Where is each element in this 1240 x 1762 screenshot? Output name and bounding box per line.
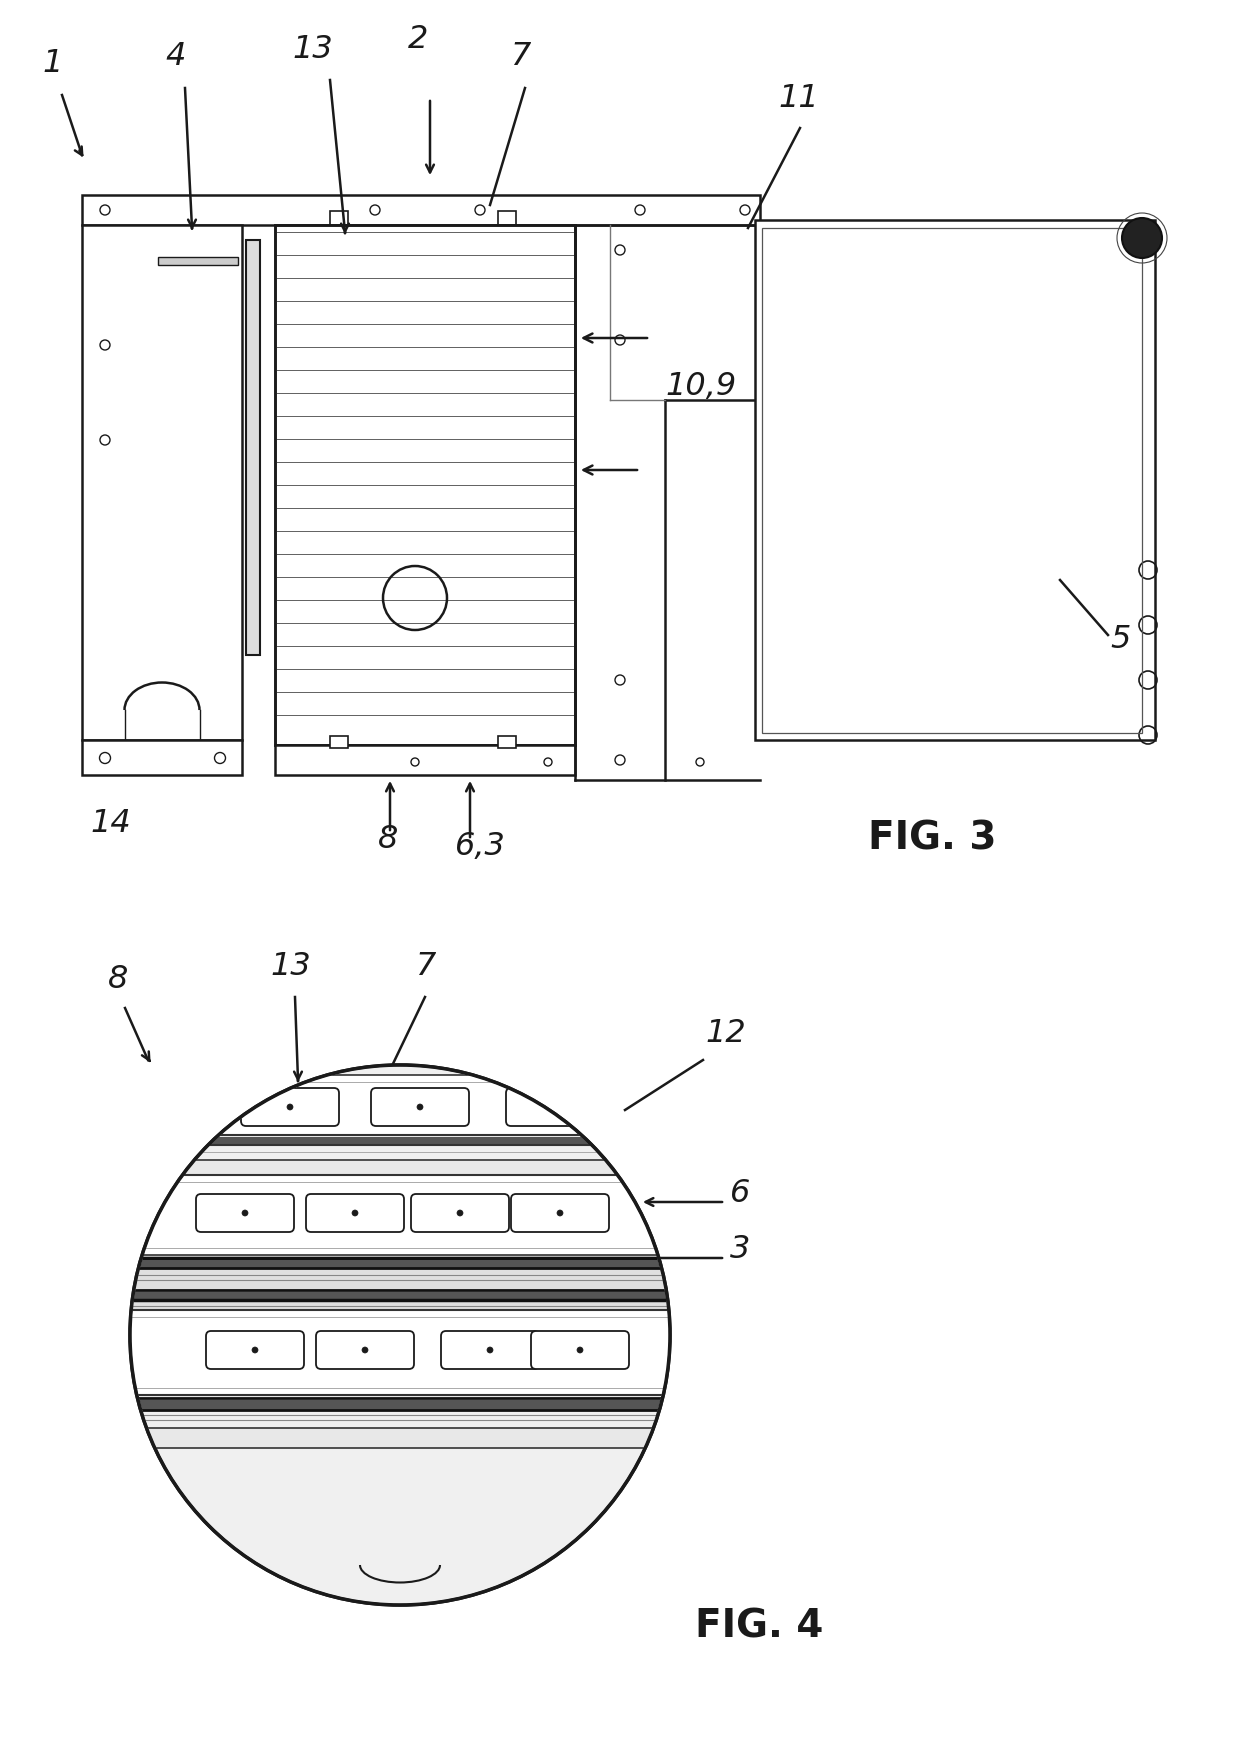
Bar	[277, 576, 574, 601]
FancyBboxPatch shape	[316, 1330, 414, 1369]
Circle shape	[130, 1064, 670, 1605]
Bar	[277, 715, 574, 738]
Text: 13: 13	[270, 951, 311, 981]
Bar	[277, 485, 574, 507]
Bar	[130, 1075, 670, 1135]
Text: 8: 8	[108, 964, 129, 996]
Bar	[130, 1401, 670, 1410]
Bar	[246, 240, 260, 655]
Text: 1: 1	[42, 48, 62, 79]
Bar	[130, 1159, 670, 1175]
Text: 13: 13	[291, 33, 332, 65]
Text: 11: 11	[777, 83, 818, 115]
FancyBboxPatch shape	[306, 1195, 404, 1232]
Bar	[755, 220, 1154, 740]
Bar	[277, 601, 574, 624]
Text: 7: 7	[510, 41, 531, 72]
Bar	[130, 1309, 670, 1396]
Bar	[277, 670, 574, 692]
Bar	[277, 393, 574, 416]
Bar	[277, 530, 574, 553]
Bar	[130, 1427, 670, 1448]
Circle shape	[552, 1105, 558, 1110]
Circle shape	[362, 1346, 368, 1353]
Circle shape	[577, 1346, 583, 1353]
Bar	[275, 745, 575, 775]
Bar	[275, 226, 575, 745]
Text: 8: 8	[378, 825, 398, 855]
Bar	[763, 227, 1142, 733]
Bar	[130, 1255, 670, 1339]
Bar	[130, 1136, 670, 1145]
Text: 6: 6	[730, 1179, 750, 1209]
Text: 5: 5	[1110, 624, 1131, 655]
Bar	[277, 233, 574, 255]
Circle shape	[252, 1346, 258, 1353]
Bar	[82, 226, 242, 740]
Text: 3: 3	[730, 1233, 750, 1265]
Text: 6,3: 6,3	[455, 832, 506, 862]
Text: 4: 4	[165, 41, 185, 72]
Bar	[498, 737, 516, 749]
Text: 7: 7	[415, 951, 435, 981]
Bar	[277, 553, 574, 576]
Circle shape	[557, 1210, 563, 1216]
Circle shape	[242, 1210, 248, 1216]
Bar	[330, 737, 348, 749]
Bar	[157, 257, 238, 264]
FancyBboxPatch shape	[371, 1087, 469, 1126]
FancyBboxPatch shape	[206, 1330, 304, 1369]
Bar	[130, 1175, 670, 1255]
FancyBboxPatch shape	[196, 1195, 294, 1232]
Bar	[277, 347, 574, 370]
Bar	[82, 740, 242, 775]
Bar	[277, 324, 574, 347]
Bar	[277, 416, 574, 439]
FancyBboxPatch shape	[241, 1087, 339, 1126]
FancyBboxPatch shape	[511, 1195, 609, 1232]
FancyBboxPatch shape	[441, 1330, 539, 1369]
FancyBboxPatch shape	[531, 1330, 629, 1369]
Circle shape	[458, 1210, 463, 1216]
Bar	[82, 196, 760, 226]
Text: 10,9: 10,9	[665, 372, 737, 402]
Bar	[277, 301, 574, 324]
Circle shape	[1122, 218, 1162, 257]
Bar	[277, 370, 574, 393]
Circle shape	[352, 1210, 358, 1216]
Bar	[277, 507, 574, 530]
Bar	[277, 278, 574, 301]
Text: 12: 12	[706, 1018, 745, 1048]
Bar	[277, 624, 574, 647]
Bar	[130, 1064, 670, 1605]
Bar	[130, 1292, 670, 1300]
Bar	[277, 439, 574, 462]
Bar	[277, 462, 574, 485]
Bar	[277, 692, 574, 715]
Bar	[277, 255, 574, 278]
Circle shape	[286, 1105, 293, 1110]
Text: FIG. 3: FIG. 3	[868, 819, 997, 858]
Circle shape	[417, 1105, 423, 1110]
Text: 14: 14	[91, 809, 130, 839]
Text: 2: 2	[408, 25, 428, 55]
Bar	[498, 211, 516, 226]
Bar	[130, 1260, 670, 1269]
Bar	[277, 647, 574, 670]
FancyBboxPatch shape	[506, 1087, 604, 1126]
Text: FIG. 4: FIG. 4	[694, 1609, 823, 1646]
FancyBboxPatch shape	[410, 1195, 508, 1232]
Circle shape	[487, 1346, 494, 1353]
Bar	[330, 211, 348, 226]
